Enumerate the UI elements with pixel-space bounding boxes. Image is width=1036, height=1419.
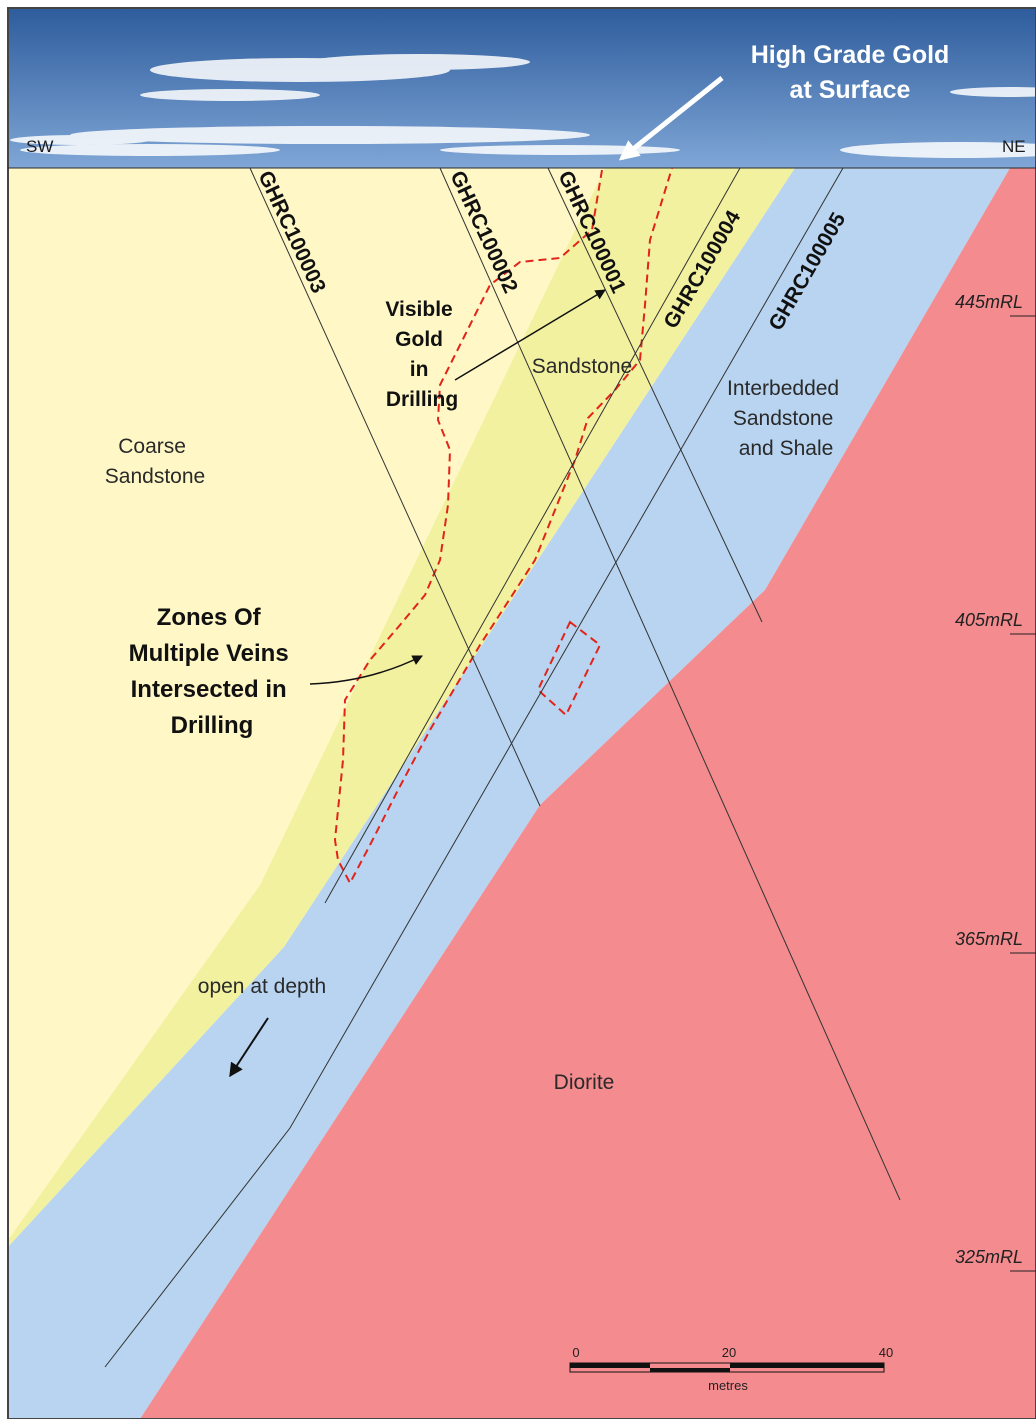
scale-segment-2 xyxy=(650,1368,730,1372)
coarse-sandstone-label: Coarse Sandstone xyxy=(105,435,205,488)
visible-gold-callout: Visible Gold in Drilling xyxy=(385,298,458,411)
drill-hole-traces xyxy=(104,167,901,1368)
veins-zone-callout: Zones Of Multiple Veins Intersected in D… xyxy=(129,604,296,739)
diorite-label: Diorite xyxy=(554,1071,615,1094)
sw-direction-label: SW xyxy=(26,137,53,156)
rl-label-365: 365mRL xyxy=(955,929,1023,949)
scale-bar: 0 20 40 metres xyxy=(569,1345,893,1393)
vein-zone-outline xyxy=(333,167,673,886)
rl-label-405: 405mRL xyxy=(955,610,1023,630)
rl-label-445: 445mRL xyxy=(955,292,1023,312)
scale-tick-20: 20 xyxy=(722,1345,736,1360)
scale-outline xyxy=(569,1362,885,1373)
cloud-shapes xyxy=(10,54,1036,158)
surface-gold-arrow xyxy=(618,76,724,161)
veins-zone-arrow xyxy=(309,655,423,685)
drill-trace-ghrc100002 xyxy=(439,167,901,1201)
visible-gold-arrow xyxy=(454,289,606,381)
drill-trace-ghrc100003 xyxy=(249,167,541,807)
open-at-depth-arrow xyxy=(229,1017,269,1078)
rl-label-325: 325mRL xyxy=(955,1247,1023,1267)
sandstone-unit xyxy=(8,168,795,1247)
drill-trace-ghrc100004 xyxy=(324,167,741,904)
drill-trace-ghrc100001 xyxy=(547,167,763,623)
drill-trace-ghrc100005 xyxy=(104,167,844,1368)
diorite-unit xyxy=(140,168,1036,1419)
interbedded-unit xyxy=(8,168,1010,1419)
scale-unit: metres xyxy=(708,1378,748,1393)
open-at-depth-label: open at depth xyxy=(198,975,326,998)
surface-gold-callout-line-2: at Surface xyxy=(790,76,911,104)
ne-direction-label: NE xyxy=(1002,137,1026,156)
scale-segment-3 xyxy=(730,1363,884,1368)
scale-tick-40: 40 xyxy=(879,1345,893,1360)
coarse-sandstone-unit xyxy=(8,168,605,1240)
rl-level-markers: 445mRL 405mRL 365mRL 325mRL xyxy=(955,292,1036,1272)
frame-border xyxy=(7,7,1036,1419)
scale-segment-1 xyxy=(570,1363,650,1368)
scale-tick-0: 0 xyxy=(572,1345,579,1360)
interbedded-label: Interbedded Sandstone and Shale xyxy=(727,377,845,460)
sandstone-label: Sandstone xyxy=(532,355,632,378)
surface-gold-callout-line-1: High Grade Gold xyxy=(751,41,950,69)
